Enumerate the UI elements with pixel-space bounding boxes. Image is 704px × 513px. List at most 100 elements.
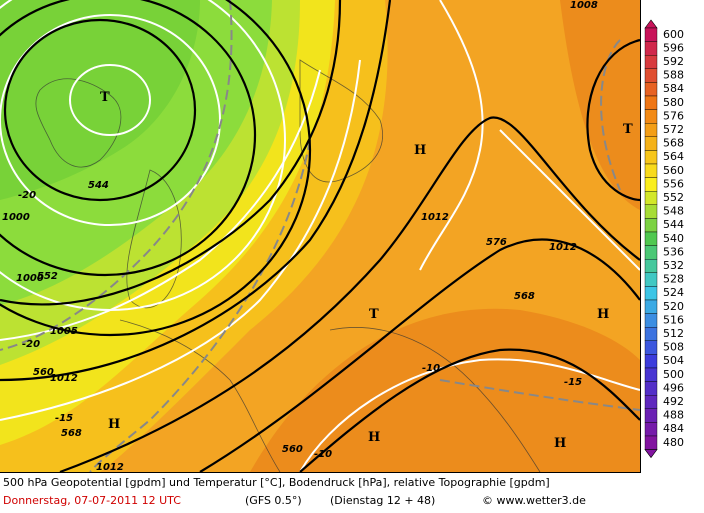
legend-swatch (644, 55, 658, 70)
contour-label: 1000 (16, 273, 44, 284)
legend-swatch (644, 231, 658, 246)
legend-swatch (644, 272, 658, 287)
contour-label: 552 (37, 271, 58, 282)
legend-label: 548 (663, 205, 684, 218)
legend-label: 596 (663, 41, 684, 54)
legend-swatch (644, 163, 658, 178)
pressure-symbol: H (597, 307, 609, 322)
legend-label: 524 (663, 286, 684, 299)
contour-label: -20 (18, 190, 36, 201)
legend-swatch (644, 190, 658, 205)
contour-label: -15 (55, 413, 73, 424)
pressure-symbol: T (369, 307, 379, 322)
legend-label: 504 (663, 354, 684, 367)
legend-swatch (644, 177, 658, 192)
footer-run: (Dienstag 12 + 48) (330, 494, 435, 507)
contour-label: 1005 (50, 326, 78, 337)
contour-label: -15 (564, 377, 582, 388)
footer-date: Donnerstag, 07-07-2011 12 UTC (3, 494, 181, 507)
legend-swatch (644, 381, 658, 396)
legend-swatch (644, 367, 658, 382)
legend-swatch (644, 27, 658, 42)
legend-swatch (644, 68, 658, 83)
legend-label: 584 (663, 82, 684, 95)
legend-label: 556 (663, 177, 684, 190)
legend-swatch (644, 286, 658, 301)
legend-swatch (644, 204, 658, 219)
legend-swatch (644, 435, 658, 450)
legend-label: 500 (663, 368, 684, 381)
geopotential-lines (0, 0, 641, 474)
legend-label: 496 (663, 381, 684, 394)
contour-label: -20 (22, 339, 40, 350)
legend-swatch (644, 245, 658, 260)
legend-swatch (644, 95, 658, 110)
legend-swatch (644, 327, 658, 342)
contour-label: 560 (282, 444, 303, 455)
legend-swatch (644, 340, 658, 355)
footer-description: 500 hPa Geopotential [gpdm] und Temperat… (3, 476, 550, 489)
legend-arrow-top (644, 19, 658, 29)
legend-label: 568 (663, 137, 684, 150)
contour-label: 544 (88, 180, 109, 191)
legend-label: 492 (663, 395, 684, 408)
legend-swatch (644, 136, 658, 151)
contour-label: 568 (61, 428, 82, 439)
legend-label: 480 (663, 436, 684, 449)
legend-swatch (644, 422, 658, 437)
isotherms (0, 0, 484, 421)
contour-label: 1000 (2, 212, 30, 223)
legend-swatch (644, 109, 658, 124)
contour-label: -10 (314, 449, 332, 460)
legend-swatch (644, 41, 658, 56)
legend-label: 576 (663, 109, 684, 122)
pressure-symbol: H (414, 143, 426, 158)
color-legend: 6005965925885845805765725685645605565525… (644, 19, 684, 459)
legend-swatch (644, 395, 658, 410)
pressure-symbol: T (100, 90, 110, 105)
legend-swatch (644, 299, 658, 314)
legend-label: 520 (663, 300, 684, 313)
legend-label: 532 (663, 259, 684, 272)
contour-label: 576 (486, 237, 507, 248)
contour-label: 1012 (549, 242, 577, 253)
legend-label: 512 (663, 327, 684, 340)
contour-label: 1008 (570, 0, 598, 11)
legend-label: 588 (663, 69, 684, 82)
map-labels: T T T H H H H H 544 552 560 568 576 1012 1012 1012 1012 1… (2, 0, 633, 473)
legend-label: 564 (663, 150, 684, 163)
pressure-symbol: H (108, 417, 120, 432)
legend-label: 572 (663, 123, 684, 136)
contour-label: 1012 (50, 373, 78, 384)
legend-label: 528 (663, 273, 684, 286)
legend-swatch (644, 150, 658, 165)
contour-label: 1012 (96, 462, 124, 473)
pressure-symbol: H (368, 430, 380, 445)
footer-model: (GFS 0.5°) (245, 494, 302, 507)
contour-label: 568 (514, 291, 535, 302)
legend-label: 484 (663, 422, 684, 435)
contour-label: -10 (422, 363, 440, 374)
legend-label: 544 (663, 218, 684, 231)
legend-swatch (644, 82, 658, 97)
footer-source: © www.wetter3.de (482, 494, 586, 507)
legend-label: 488 (663, 409, 684, 422)
legend-swatch (644, 408, 658, 423)
legend-swatch (644, 354, 658, 369)
pressure-symbol: H (554, 436, 566, 451)
legend-swatch (644, 218, 658, 233)
legend-label: 560 (663, 164, 684, 177)
contour-label: 560 (33, 367, 54, 378)
legend-swatch (644, 122, 658, 137)
legend-label: 540 (663, 232, 684, 245)
legend-label: 580 (663, 96, 684, 109)
pressure-symbol: T (623, 122, 633, 137)
legend-label: 592 (663, 55, 684, 68)
legend-swatch (644, 313, 658, 328)
legend-label: 516 (663, 313, 684, 326)
legend-arrow-bottom (644, 449, 658, 459)
contour-label: 1012 (421, 212, 449, 223)
legend-label: 536 (663, 245, 684, 258)
